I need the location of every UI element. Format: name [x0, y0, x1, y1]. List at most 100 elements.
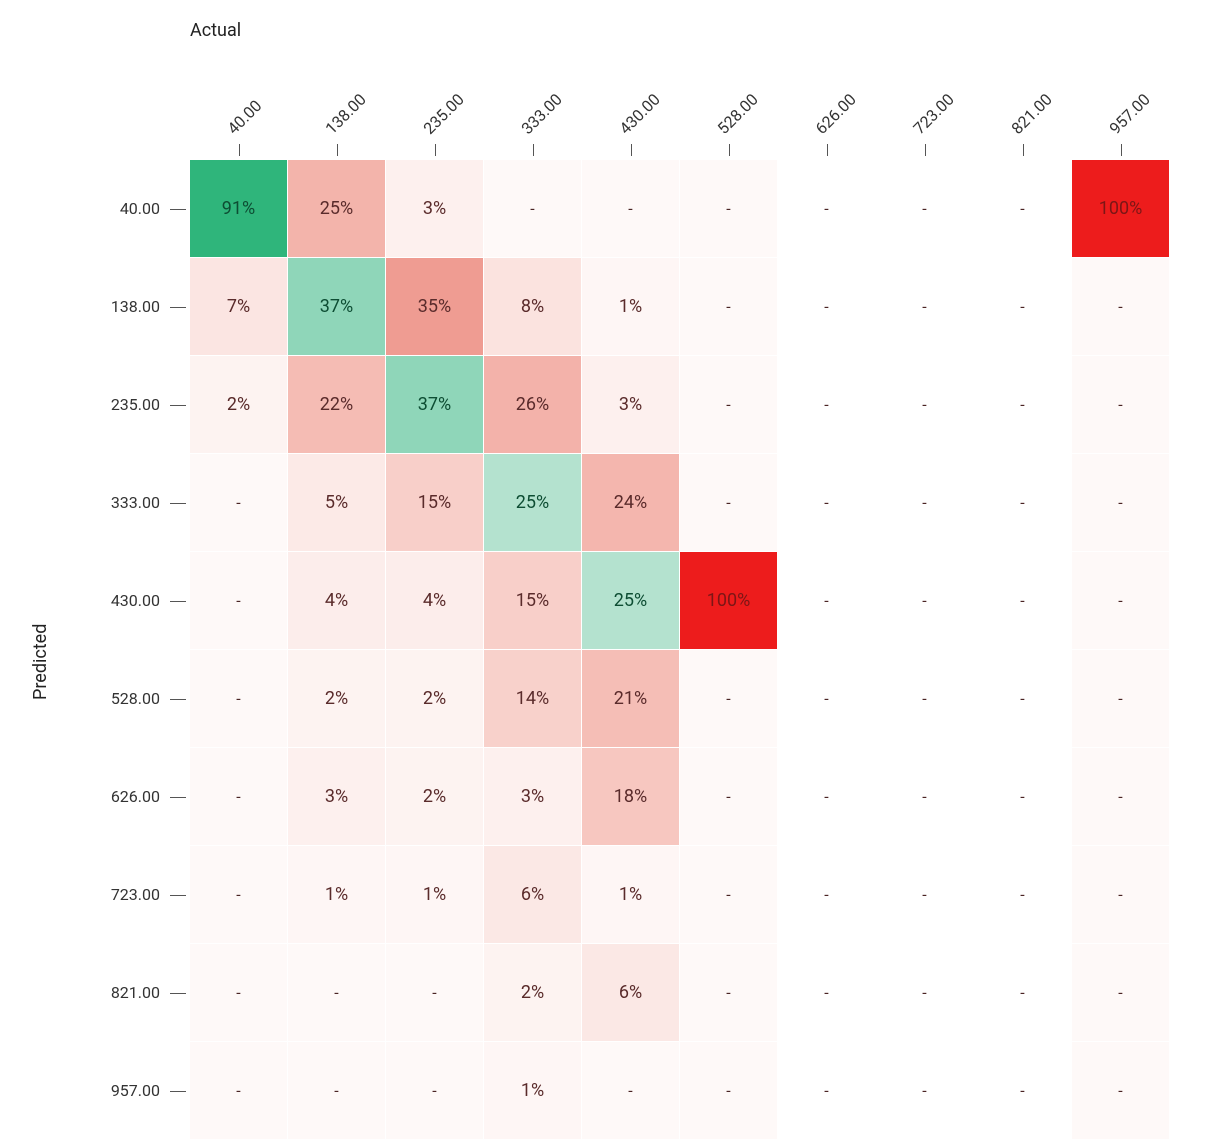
- heatmap-cell: 5%: [288, 454, 385, 551]
- heatmap-cell: 4%: [288, 552, 385, 649]
- heatmap-cell: 37%: [288, 258, 385, 355]
- heatmap-cell: 22%: [288, 356, 385, 453]
- heatmap-cell: -: [778, 748, 875, 845]
- heatmap-cell: 3%: [582, 356, 679, 453]
- heatmap-cell: 37%: [386, 356, 483, 453]
- column-header: 528.00: [713, 90, 761, 138]
- heatmap-cell: -: [386, 1042, 483, 1139]
- heatmap-cell: 2%: [386, 748, 483, 845]
- row-tick: [170, 895, 186, 896]
- heatmap-cell: 2%: [190, 356, 287, 453]
- heatmap-cell: 8%: [484, 258, 581, 355]
- row-header: 957.00: [0, 1081, 160, 1100]
- column-header: 723.00: [909, 90, 957, 138]
- column-tick: [925, 144, 926, 156]
- heatmap-cell: -: [190, 650, 287, 747]
- heatmap-cell: -: [582, 1042, 679, 1139]
- column-header: 333.00: [517, 90, 565, 138]
- confusion-matrix-chart: Actual Predicted 40.00138.00235.00333.00…: [0, 0, 1221, 1089]
- row-header: 821.00: [0, 983, 160, 1002]
- heatmap-cell: -: [288, 1042, 385, 1139]
- heatmap-cell: -: [190, 846, 287, 943]
- axis-title-actual: Actual: [190, 20, 241, 41]
- column-tick: [337, 144, 338, 156]
- heatmap-cell: -: [190, 1042, 287, 1139]
- heatmap-cell: 25%: [484, 454, 581, 551]
- row-tick: [170, 797, 186, 798]
- heatmap-cell: 6%: [582, 944, 679, 1041]
- heatmap-cell: -: [778, 552, 875, 649]
- heatmap-cell: -: [778, 846, 875, 943]
- heatmap-cell: -: [680, 944, 777, 1041]
- heatmap-cell: 2%: [386, 650, 483, 747]
- heatmap-cell: 100%: [680, 552, 777, 649]
- heatmap-cell: 1%: [582, 846, 679, 943]
- heatmap-cell: 2%: [288, 650, 385, 747]
- row-tick: [170, 503, 186, 504]
- column-tick: [631, 144, 632, 156]
- heatmap-cell: -: [1072, 552, 1169, 649]
- heatmap-cell: -: [876, 552, 973, 649]
- heatmap-cell: -: [778, 1042, 875, 1139]
- column-header: 235.00: [419, 90, 467, 138]
- row-header: 528.00: [0, 689, 160, 708]
- heatmap-cell: 3%: [484, 748, 581, 845]
- heatmap-cell: -: [680, 356, 777, 453]
- column-tick: [1023, 144, 1024, 156]
- row-tick: [170, 307, 186, 308]
- column-tick: [1121, 144, 1122, 156]
- row-tick: [170, 699, 186, 700]
- heatmap-cell: -: [778, 356, 875, 453]
- heatmap-cell: -: [974, 356, 1071, 453]
- row-tick: [170, 405, 186, 406]
- heatmap-cell: 1%: [288, 846, 385, 943]
- heatmap-cell: -: [1072, 454, 1169, 551]
- heatmap-cell: 7%: [190, 258, 287, 355]
- heatmap-cell: -: [876, 650, 973, 747]
- heatmap-cell: -: [778, 258, 875, 355]
- heatmap-cell: -: [190, 552, 287, 649]
- heatmap-cell: -: [974, 650, 1071, 747]
- heatmap-cell: -: [876, 356, 973, 453]
- heatmap-cell: -: [974, 1042, 1071, 1139]
- heatmap-cell: 15%: [484, 552, 581, 649]
- column-tick: [533, 144, 534, 156]
- row-tick: [170, 209, 186, 210]
- heatmap-cell: -: [582, 160, 679, 257]
- heatmap-cell: -: [484, 160, 581, 257]
- heatmap-cell: -: [876, 1042, 973, 1139]
- heatmap-cell: -: [974, 748, 1071, 845]
- heatmap-cell: -: [876, 160, 973, 257]
- heatmap-cell: 25%: [288, 160, 385, 257]
- heatmap-cell: 4%: [386, 552, 483, 649]
- heatmap-cell: -: [190, 748, 287, 845]
- heatmap-cell: -: [190, 454, 287, 551]
- heatmap-cell: -: [1072, 944, 1169, 1041]
- heatmap-cell: -: [876, 258, 973, 355]
- heatmap-cell: -: [680, 846, 777, 943]
- row-header: 430.00: [0, 591, 160, 610]
- heatmap-cell: 1%: [386, 846, 483, 943]
- row-tick: [170, 1091, 186, 1092]
- heatmap-cell: -: [876, 944, 973, 1041]
- heatmap-cell: -: [1072, 846, 1169, 943]
- heatmap-cell: 15%: [386, 454, 483, 551]
- column-header: 821.00: [1007, 90, 1055, 138]
- heatmap-cell: -: [1072, 356, 1169, 453]
- row-header: 138.00: [0, 297, 160, 316]
- column-header: 626.00: [811, 90, 859, 138]
- heatmap-cell: -: [974, 258, 1071, 355]
- heatmap-cell: -: [1072, 748, 1169, 845]
- heatmap-cell: -: [778, 650, 875, 747]
- row-tick: [170, 601, 186, 602]
- row-tick: [170, 993, 186, 994]
- heatmap-cell: -: [778, 160, 875, 257]
- heatmap-cell: 1%: [582, 258, 679, 355]
- heatmap-cell: 35%: [386, 258, 483, 355]
- heatmap-cell: -: [680, 160, 777, 257]
- heatmap-cell: -: [974, 944, 1071, 1041]
- row-header: 235.00: [0, 395, 160, 414]
- heatmap-cell: -: [190, 944, 287, 1041]
- row-header: 333.00: [0, 493, 160, 512]
- heatmap-cell: -: [876, 454, 973, 551]
